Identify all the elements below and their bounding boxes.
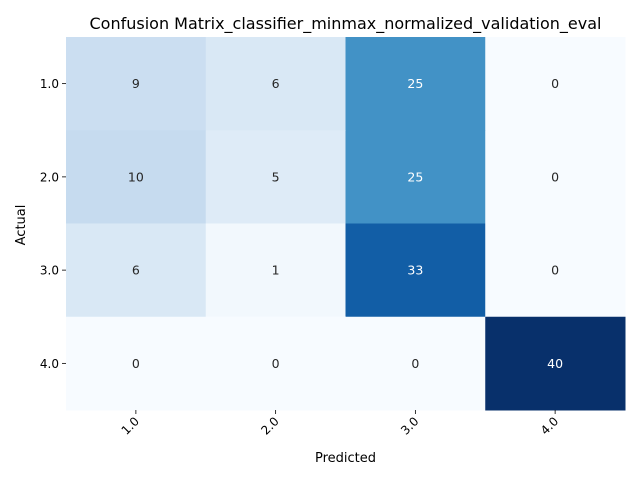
chart-title: Confusion Matrix_classifier_minmax_norma…	[90, 14, 602, 34]
cell-value-label: 0	[551, 263, 559, 278]
heatmap-cell	[345, 223, 486, 318]
heatmap-cell	[66, 130, 207, 224]
cell-value-label: 33	[407, 263, 423, 278]
cell-value-label: 0	[551, 169, 559, 184]
cell-value-label: 40	[547, 356, 563, 371]
heatmap-cell	[345, 130, 486, 224]
heatmap-cell	[345, 316, 486, 411]
x-tick-label: 2.0	[258, 414, 281, 437]
cell-value-label: 6	[132, 263, 140, 278]
cell-value-label: 1	[272, 263, 280, 278]
y-axis-label: Actual	[14, 205, 29, 246]
heatmap-cell	[66, 316, 207, 411]
heatmap-cells: 9 6 25 0 10 5 25 0 6 1 33 0 0 0 0 40	[66, 37, 626, 411]
x-tick-label: 3.0	[398, 414, 421, 437]
y-tick-label: 1.0	[40, 77, 59, 91]
heatmap-cell	[485, 130, 626, 224]
heatmap-cell	[66, 223, 207, 318]
heatmap-cell	[66, 37, 207, 131]
y-axis: 1.0 2.0 3.0 4.0	[40, 77, 66, 371]
cell-value-label: 0	[411, 356, 419, 371]
y-tick-label: 4.0	[40, 357, 59, 371]
y-tick-label: 2.0	[40, 170, 59, 184]
cell-value-label: 6	[272, 76, 280, 91]
heatmap-cell	[485, 37, 626, 131]
heatmap-cell	[205, 223, 346, 318]
cell-value-label: 9	[132, 76, 140, 91]
cell-value-label: 0	[551, 76, 559, 91]
cell-value-label: 25	[407, 76, 423, 91]
heatmap-cell	[205, 37, 346, 131]
cell-value-label: 0	[132, 356, 140, 371]
heatmap-cell	[205, 130, 346, 224]
heatmap-cell	[485, 223, 626, 318]
x-axis-label: Predicted	[315, 451, 376, 466]
cell-value-label: 0	[272, 356, 280, 371]
heatmap-cell	[345, 37, 486, 131]
x-tick-label: 1.0	[119, 414, 142, 437]
heatmap-cell	[485, 316, 626, 411]
cell-value-label: 10	[128, 169, 144, 184]
x-tick-label: 4.0	[538, 414, 561, 437]
heatmap-cell	[205, 316, 346, 411]
x-axis: 1.0 2.0 3.0 4.0	[119, 410, 561, 438]
y-tick-label: 3.0	[40, 264, 59, 278]
cell-value-label: 25	[407, 169, 423, 184]
cell-value-label: 5	[272, 169, 280, 184]
